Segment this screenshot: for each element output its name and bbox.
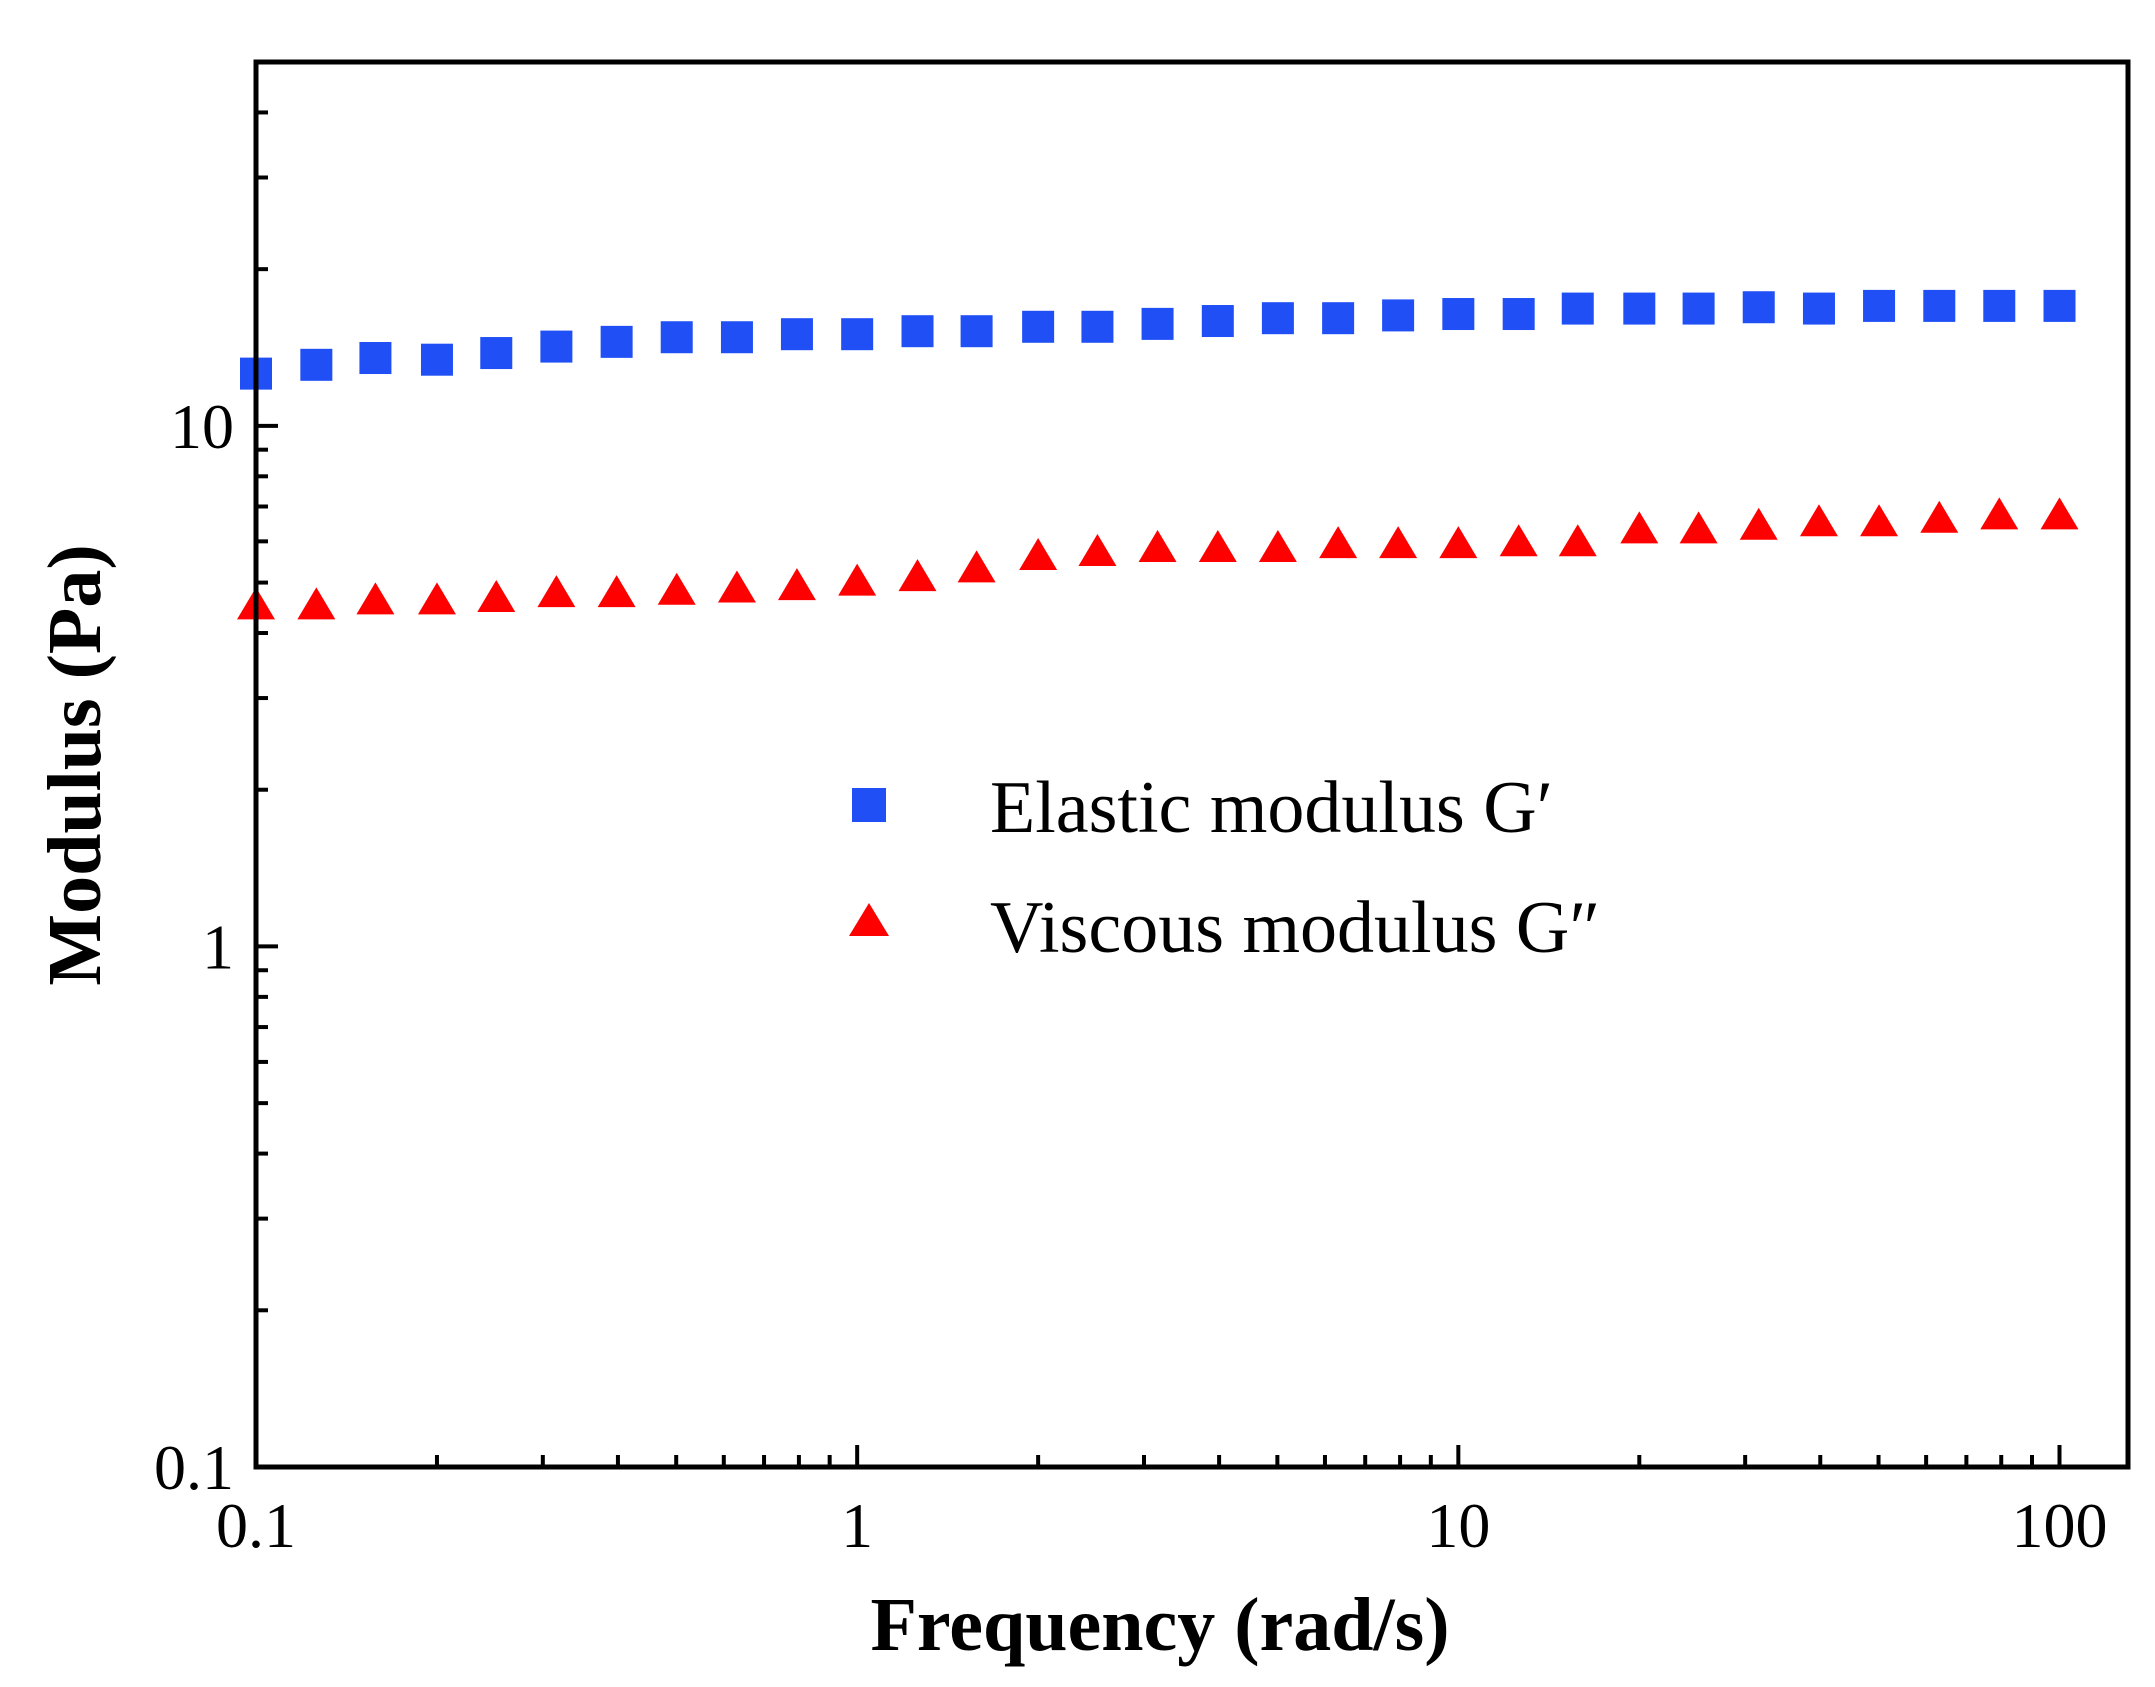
elastic-modulus-point (600, 325, 633, 358)
y-tick-label: 1 (202, 911, 234, 982)
elastic-modulus-point (960, 315, 993, 348)
viscous-modulus-point (1620, 511, 1659, 544)
elastic-modulus-point (1863, 289, 1896, 322)
elastic-modulus-point (359, 342, 392, 375)
elastic-modulus-point (480, 337, 513, 370)
plot-frame (253, 59, 2131, 1470)
elastic-modulus-point (901, 315, 934, 348)
viscous-modulus-point (356, 582, 395, 615)
viscous-modulus-point (1860, 504, 1899, 537)
ticks-layer: 0.1 1 10 100 0.1 1 10 (154, 60, 2108, 1561)
viscous-modulus-point (1980, 497, 2019, 530)
viscous-modulus-point (1379, 526, 1418, 559)
viscous-modulus-point (1558, 524, 1597, 557)
viscous-modulus-point (1138, 530, 1177, 563)
viscous-modulus-point (1258, 530, 1297, 563)
elastic-modulus-point (1682, 292, 1715, 325)
marks-layer (237, 289, 2079, 620)
legend-label-viscous: Viscous modulus G″ (990, 887, 1600, 969)
viscous-modulus-point (1499, 524, 1538, 557)
x-tick-label: 10 (1426, 1490, 1490, 1561)
x-tick-label: 0.1 (216, 1490, 296, 1561)
elastic-modulus-point (1261, 302, 1294, 335)
viscous-modulus-point (537, 575, 576, 608)
viscous-modulus-point (1439, 526, 1478, 559)
elastic-modulus-point (660, 321, 693, 354)
elastic-modulus-point (1623, 292, 1656, 325)
elastic-modulus-point (300, 348, 333, 381)
elastic-modulus-point (540, 330, 573, 363)
viscous-modulus-point (1739, 507, 1778, 540)
viscous-modulus-point (898, 559, 937, 592)
elastic-modulus-point (1502, 298, 1535, 331)
legend-marker-viscous (849, 903, 889, 936)
elastic-modulus-point (1983, 289, 2016, 322)
viscous-modulus-point (717, 570, 756, 603)
x-tick-label: 1 (841, 1490, 873, 1561)
elastic-modulus-point (1322, 302, 1355, 335)
y-tick-label: 10 (170, 391, 234, 462)
viscous-modulus-point (2040, 497, 2079, 530)
elastic-modulus-point (841, 318, 874, 351)
legend: Elastic modulus G′ Viscous modulus G″ (849, 767, 1600, 969)
elastic-modulus-point (1141, 307, 1174, 340)
elastic-modulus-point (1442, 298, 1475, 331)
elastic-modulus-point (1201, 305, 1234, 338)
x-tick-label: 100 (2012, 1490, 2108, 1561)
viscous-modulus-point (297, 587, 336, 620)
viscous-modulus-point (957, 550, 996, 583)
viscous-modulus-point (1198, 530, 1237, 563)
viscous-modulus-point (1019, 537, 1058, 570)
viscous-modulus-point (1679, 511, 1718, 544)
viscous-modulus-point (838, 563, 877, 596)
elastic-modulus-point (1561, 292, 1594, 325)
viscous-modulus-point (1799, 504, 1838, 537)
y-tick-label: 0.1 (154, 1432, 234, 1503)
elastic-modulus-point (1923, 289, 1956, 322)
viscous-modulus-point (777, 568, 816, 601)
viscous-modulus-point (417, 582, 456, 615)
elastic-modulus-point (1802, 292, 1835, 325)
viscous-modulus-point (597, 575, 636, 608)
elastic-modulus-point (1382, 299, 1415, 332)
elastic-modulus-point (1742, 291, 1775, 324)
elastic-modulus-point (1022, 310, 1055, 343)
x-axis-title: Frequency (rad/s) (870, 1583, 1449, 1667)
viscous-modulus-point (1078, 533, 1117, 566)
viscous-modulus-point (1319, 526, 1358, 559)
y-axis-title: Modulus (Pa) (33, 544, 117, 985)
elastic-modulus-point (780, 318, 813, 351)
elastic-modulus-point (420, 343, 453, 376)
elastic-modulus-point (720, 321, 753, 354)
elastic-modulus-point (1081, 310, 1114, 343)
viscous-modulus-point (657, 572, 696, 605)
viscous-modulus-point (477, 579, 516, 612)
legend-marker-elastic (852, 788, 886, 822)
legend-label-elastic: Elastic modulus G′ (990, 767, 1553, 849)
elastic-modulus-point (2043, 289, 2076, 322)
viscous-modulus-point (1920, 500, 1959, 533)
